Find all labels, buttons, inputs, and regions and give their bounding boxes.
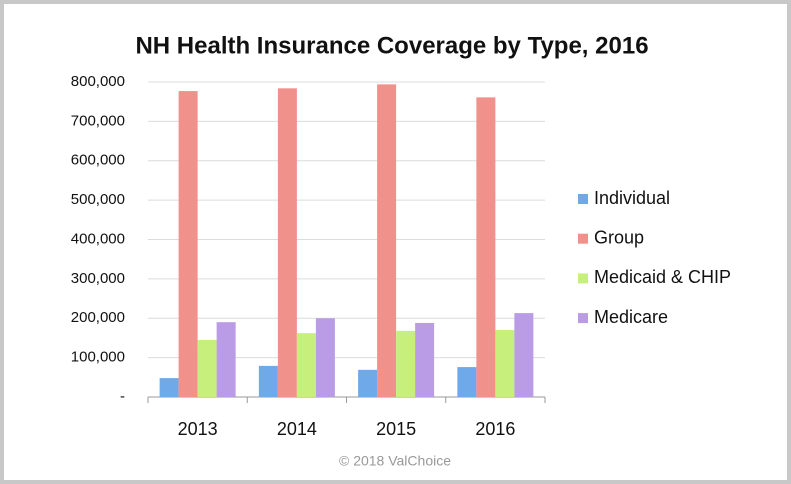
bar (216, 322, 236, 397)
y-tick-label: 500,000 (71, 191, 125, 208)
legend-swatch (578, 194, 588, 204)
y-tick-label: 600,000 (71, 152, 125, 169)
y-tick-label: 200,000 (71, 309, 125, 326)
legend-swatch (578, 313, 588, 324)
bar (315, 318, 335, 397)
legend-swatch (578, 233, 588, 244)
bar (277, 88, 297, 398)
legend-label: Group (594, 227, 644, 247)
x-tick-label: 2016 (475, 419, 515, 439)
y-tick-label: - (120, 388, 125, 405)
y-tick-label: 800,000 (71, 73, 125, 90)
bar (457, 367, 477, 397)
bar (415, 322, 435, 397)
legend-label: Medicaid & CHIP (594, 267, 731, 287)
bar (495, 330, 515, 397)
y-tick-label: 700,000 (71, 112, 125, 129)
bar (358, 369, 378, 397)
bar (159, 378, 179, 397)
x-tick-label: 2015 (376, 419, 416, 439)
x-tick-label: 2014 (277, 419, 317, 439)
bar (476, 97, 496, 397)
bar (258, 365, 278, 397)
bar (377, 84, 397, 398)
y-tick-label: 100,000 (71, 349, 125, 366)
bar (178, 91, 198, 398)
x-tick-label: 2013 (178, 419, 218, 439)
legend-label: Medicare (594, 307, 668, 327)
legend-label: Individual (594, 188, 670, 208)
bar (396, 330, 416, 397)
source-credit: © 2018 ValChoice (339, 453, 451, 469)
y-tick-label: 300,000 (71, 270, 125, 287)
y-tick-label: 400,000 (71, 230, 125, 247)
bar (197, 339, 217, 397)
chart-title: NH Health Insurance Coverage by Type, 20… (135, 32, 648, 59)
bar (296, 333, 316, 397)
bar (514, 313, 534, 397)
legend-swatch (578, 273, 588, 284)
